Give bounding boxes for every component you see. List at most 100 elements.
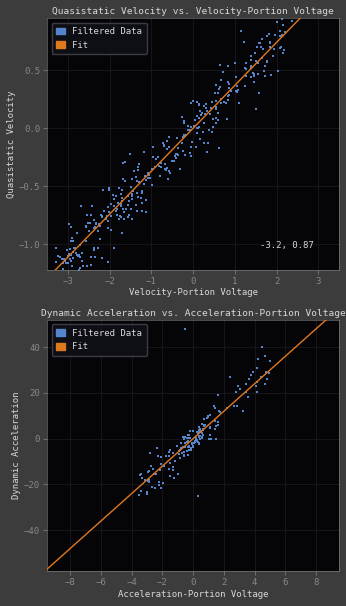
Filtered Data [104,211,109,221]
Filtered Data [75,251,81,261]
Filtered Data [192,115,198,125]
Filtered Data [70,247,76,256]
Filtered Data [195,428,200,438]
Filtered Data [236,98,242,107]
Filtered Data [226,79,232,88]
Filtered Data [240,407,246,416]
Filtered Data [79,248,84,258]
Filtered Data [78,201,83,211]
Legend: Filtered Data, Fit: Filtered Data, Fit [52,324,147,356]
Filtered Data [215,418,221,427]
Filtered Data [208,103,213,113]
Filtered Data [136,159,142,169]
Filtered Data [186,442,192,451]
Filtered Data [126,212,131,222]
Filtered Data [100,253,105,263]
Filtered Data [189,137,194,147]
Filtered Data [198,426,203,436]
Filtered Data [201,127,206,137]
Filtered Data [211,401,217,411]
Filtered Data [181,442,186,451]
Filtered Data [145,476,150,486]
Filtered Data [274,17,279,27]
Filtered Data [156,162,161,171]
Filtered Data [63,258,69,268]
Filtered Data [53,257,58,267]
Filtered Data [69,233,75,242]
Filtered Data [170,448,176,458]
Filtered Data [182,130,188,139]
Filtered Data [228,86,234,96]
Filtered Data [175,441,180,451]
Filtered Data [224,98,229,108]
Filtered Data [146,173,151,183]
Filtered Data [81,261,86,271]
Filtered Data [101,205,107,215]
Filtered Data [172,151,177,161]
Filtered Data [147,448,153,458]
Filtered Data [131,166,136,176]
Filtered Data [166,166,172,176]
Filtered Data [211,122,216,132]
Filtered Data [83,221,89,230]
Filtered Data [99,211,104,221]
Filtered Data [166,174,171,184]
Filtered Data [77,241,82,250]
Filtered Data [106,257,111,267]
Filtered Data [197,424,203,434]
Filtered Data [69,222,74,231]
Filtered Data [186,445,192,454]
Filtered Data [174,133,179,143]
Filtered Data [171,156,177,165]
Filtered Data [76,250,82,260]
Filtered Data [189,438,195,448]
Filtered Data [186,442,191,452]
Filtered Data [207,109,212,119]
Filtered Data [248,55,254,65]
Filtered Data [169,156,175,166]
Filtered Data [181,433,186,443]
Filtered Data [243,387,248,396]
Filtered Data [135,162,141,171]
Filtered Data [119,228,125,238]
Filtered Data [255,387,260,397]
Filtered Data [187,427,193,436]
Filtered Data [210,114,216,124]
Filtered Data [182,150,188,159]
Filtered Data [195,427,200,437]
Filtered Data [174,150,180,159]
Filtered Data [152,469,157,479]
Filtered Data [157,465,162,474]
Filtered Data [83,236,89,246]
Filtered Data [192,439,197,448]
Filtered Data [174,153,179,163]
Filtered Data [122,176,128,185]
Filtered Data [197,100,202,110]
Filtered Data [290,16,295,26]
Filtered Data [225,61,231,71]
Filtered Data [64,245,70,255]
Filtered Data [111,194,116,204]
Filtered Data [147,173,153,183]
Filtered Data [212,424,218,433]
Filtered Data [187,125,193,135]
Filtered Data [153,155,159,164]
Filtered Data [194,123,200,133]
Filtered Data [225,78,230,87]
Filtered Data [113,207,119,216]
Filtered Data [96,243,101,253]
Filtered Data [185,121,191,130]
Filtered Data [119,212,124,222]
Filtered Data [205,138,210,148]
Filtered Data [158,483,164,493]
Filtered Data [196,425,201,435]
Filtered Data [138,470,143,479]
Filtered Data [216,84,221,94]
Filtered Data [244,71,249,81]
Filtered Data [69,236,74,245]
Filtered Data [170,462,175,472]
Filtered Data [186,430,192,439]
Filtered Data [252,48,258,58]
Filtered Data [227,90,232,100]
Filtered Data [117,214,122,224]
